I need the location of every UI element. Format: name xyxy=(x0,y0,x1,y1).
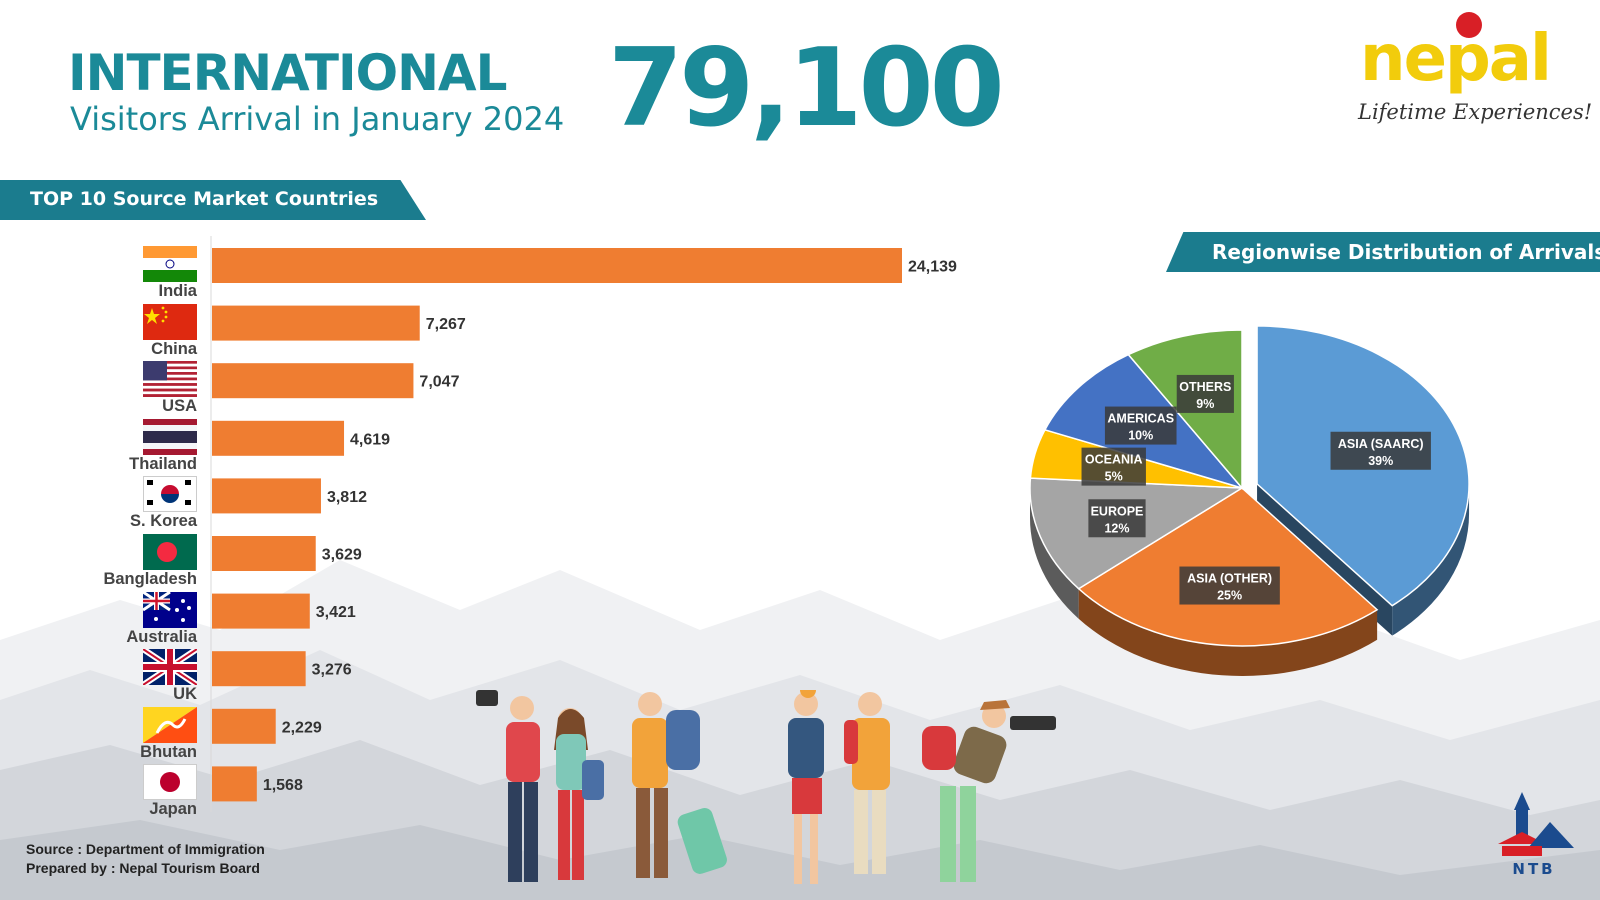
bar-value-label: 3,276 xyxy=(312,662,352,679)
bar-value-label: 3,421 xyxy=(316,604,356,621)
ntb-logo: NTB xyxy=(1498,792,1574,876)
bar-value-label: 7,267 xyxy=(426,316,466,333)
bar xyxy=(212,593,310,629)
country-label: Australia xyxy=(126,627,197,646)
bar xyxy=(212,478,321,514)
country-label: USA xyxy=(162,397,197,416)
pie-label-box xyxy=(1088,499,1146,538)
usa-flag xyxy=(143,361,197,398)
pie-section-banner: Regionwise Distribution of Arrivals xyxy=(1166,232,1600,272)
pie-label-box xyxy=(1081,447,1146,486)
bar-value-label: 4,619 xyxy=(350,431,390,448)
region-pie-chart: ASIA (SAARC) 39% ASIA (OTHER) 25% EUROPE 12% O… xyxy=(1029,325,1470,676)
top-10-bar-chart: 24,139 7,267 7,047 4,619 3,812 3,629 3,421 3,27… xyxy=(210,236,957,812)
country-label: Japan xyxy=(149,800,197,819)
bar xyxy=(212,536,316,571)
bar-value-label: 1,568 xyxy=(263,777,303,794)
pie-label-box xyxy=(1330,431,1431,470)
pie-label-box xyxy=(1179,566,1280,605)
pie-category-label: OCEANIA xyxy=(1085,453,1143,467)
pie-category-label: ASIA (SAARC) xyxy=(1338,437,1424,451)
pie-section-title: Regionwise Distribution of Arrivals xyxy=(1212,240,1600,264)
bar-value-label: 7,047 xyxy=(419,374,459,391)
total-visitors: 79,100 xyxy=(608,26,1005,151)
country-label: Thailand xyxy=(129,454,197,473)
bar xyxy=(212,651,306,687)
page-title: INTERNATIONAL xyxy=(68,44,507,102)
pie-slice-side xyxy=(1030,488,1079,619)
bar xyxy=(212,305,420,341)
bhutan-flag xyxy=(143,706,197,743)
logo-tagline: Lifetime Experiences! xyxy=(1358,100,1593,124)
country-label: China xyxy=(151,339,197,358)
bar xyxy=(212,248,902,283)
australia-flag xyxy=(143,591,197,628)
bar-value-label: 2,229 xyxy=(282,719,322,736)
china-flag xyxy=(143,303,197,340)
pie-label-box xyxy=(1104,406,1177,445)
country-label: Bhutan xyxy=(140,742,197,761)
source-note: Source : Department of Immigration Prepa… xyxy=(26,840,265,878)
source-line: Source : Department of Immigration xyxy=(26,841,265,857)
pie-labels: ASIA (SAARC) 39% ASIA (OTHER) 25% EUROPE 12% O… xyxy=(1081,374,1431,605)
bar-value-label: 3,812 xyxy=(327,489,367,506)
pie-value-label: 9% xyxy=(1196,397,1214,411)
pie-value-label: 25% xyxy=(1217,589,1242,603)
thailand-flag xyxy=(143,418,197,455)
travelers-illustration xyxy=(476,690,1056,884)
traveler-figure xyxy=(788,690,824,884)
bar xyxy=(212,420,345,456)
traveler-figure xyxy=(554,708,604,880)
pie-value-label: 39% xyxy=(1368,454,1393,468)
country-label: India xyxy=(158,282,197,300)
india-flag xyxy=(143,246,197,282)
country-label: Bangladesh xyxy=(103,570,197,588)
bar xyxy=(212,766,257,802)
nepal-logo: nepal Lifetime Experiences! xyxy=(1358,12,1592,130)
bar xyxy=(212,708,276,744)
uk-flag xyxy=(143,649,197,686)
traveler-figure xyxy=(476,690,540,882)
pie-category-label: ASIA (OTHER) xyxy=(1187,572,1272,586)
bangladesh-flag xyxy=(143,534,197,570)
sun-icon xyxy=(1456,12,1482,38)
logo-wordmark: nepal xyxy=(1360,22,1552,96)
page-subtitle: Visitors Arrival in January 2024 xyxy=(70,100,565,138)
pie-slice-side xyxy=(1392,483,1470,636)
pie-value-label: 12% xyxy=(1104,521,1129,535)
pie-label-box xyxy=(1176,374,1234,413)
japan-flag xyxy=(143,764,197,801)
traveler-figure xyxy=(922,700,1056,882)
south-korea-flag xyxy=(143,476,197,513)
bar-value-label: 3,629 xyxy=(322,547,362,564)
pie-value-label: 5% xyxy=(1105,470,1123,484)
country-label: UK xyxy=(173,685,197,704)
bar-section-banner: TOP 10 Source Market Countries xyxy=(0,180,426,220)
traveler-figure xyxy=(632,692,727,878)
pie-category-label: OTHERS xyxy=(1179,380,1231,394)
bar-section-title: TOP 10 Source Market Countries xyxy=(30,188,379,210)
pie-category-label: AMERICAS xyxy=(1107,412,1174,426)
pie-category-label: EUROPE xyxy=(1091,504,1144,518)
pie-value-label: 10% xyxy=(1128,429,1153,443)
bar xyxy=(212,363,414,399)
prepared-by-line: Prepared by : Nepal Tourism Board xyxy=(26,860,260,876)
country-label: S. Korea xyxy=(130,512,197,531)
traveler-figure xyxy=(844,692,890,874)
bar-value-label: 24,139 xyxy=(908,259,957,276)
pie-slice-side xyxy=(1078,588,1378,676)
ntb-text: NTB xyxy=(1512,860,1555,876)
